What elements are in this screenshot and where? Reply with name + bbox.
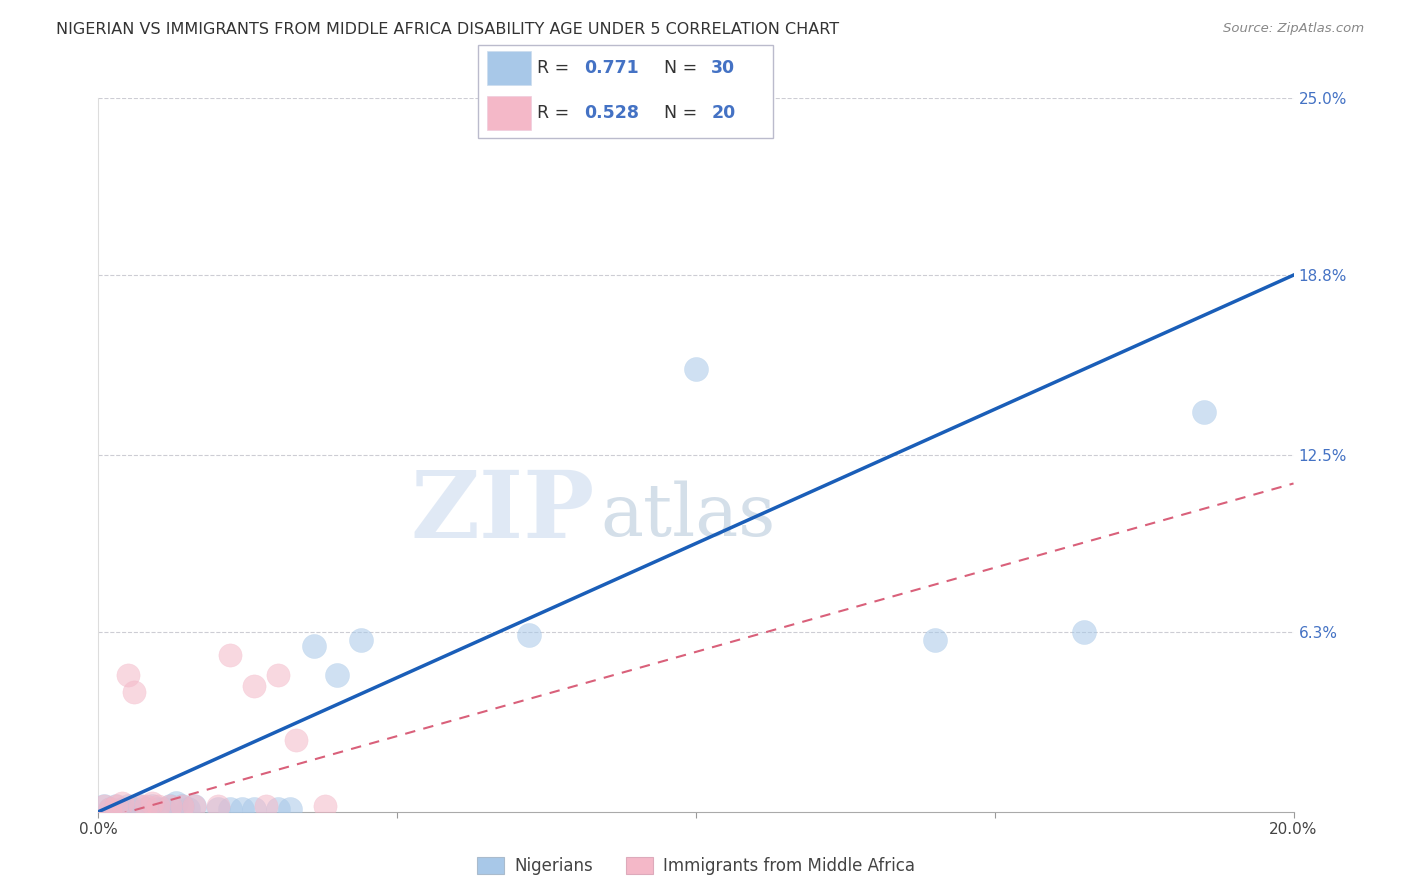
Point — [93, 799, 115, 814]
Point — [159, 799, 181, 814]
Point — [326, 667, 349, 681]
Point — [278, 802, 301, 816]
Point — [254, 799, 277, 814]
Point — [141, 799, 163, 814]
Point — [207, 802, 229, 816]
Point — [284, 733, 307, 747]
Point — [117, 667, 139, 681]
Text: N =: N = — [664, 60, 703, 78]
Point — [924, 633, 946, 648]
FancyBboxPatch shape — [478, 45, 773, 138]
Point — [105, 799, 128, 814]
Text: NIGERIAN VS IMMIGRANTS FROM MIDDLE AFRICA DISABILITY AGE UNDER 5 CORRELATION CHA: NIGERIAN VS IMMIGRANTS FROM MIDDLE AFRIC… — [56, 22, 839, 37]
Text: ZIP: ZIP — [411, 467, 595, 557]
Text: N =: N = — [664, 103, 703, 121]
Point — [111, 802, 134, 816]
Text: atlas: atlas — [600, 480, 776, 551]
Y-axis label: Disability Age Under 5: Disability Age Under 5 — [0, 369, 7, 541]
Point — [315, 799, 337, 814]
FancyBboxPatch shape — [486, 51, 531, 85]
Text: 30: 30 — [711, 60, 735, 78]
Point — [517, 628, 540, 642]
Legend: Nigerians, Immigrants from Middle Africa: Nigerians, Immigrants from Middle Africa — [471, 850, 921, 882]
Point — [219, 802, 242, 816]
Point — [267, 802, 290, 816]
Point — [685, 362, 707, 376]
Text: R =: R = — [537, 60, 575, 78]
Point — [124, 802, 146, 816]
Point — [148, 802, 170, 816]
FancyBboxPatch shape — [486, 96, 531, 130]
Point — [172, 799, 194, 814]
Point — [129, 799, 152, 814]
Point — [159, 799, 181, 814]
Point — [141, 796, 163, 810]
Point — [243, 679, 266, 693]
Point — [117, 799, 139, 814]
Point — [124, 685, 146, 699]
Point — [231, 802, 253, 816]
Point — [177, 802, 200, 816]
Text: 0.771: 0.771 — [585, 60, 640, 78]
Point — [93, 799, 115, 814]
Point — [350, 633, 373, 648]
Point — [165, 796, 187, 810]
Point — [1073, 624, 1095, 639]
Text: Source: ZipAtlas.com: Source: ZipAtlas.com — [1223, 22, 1364, 36]
Point — [243, 802, 266, 816]
Point — [302, 639, 325, 653]
Point — [105, 799, 128, 814]
Point — [111, 796, 134, 810]
Point — [148, 799, 170, 814]
Point — [135, 802, 157, 816]
Point — [129, 799, 152, 814]
Text: 20: 20 — [711, 103, 735, 121]
Point — [100, 802, 122, 816]
Point — [1192, 405, 1215, 419]
Point — [219, 648, 242, 662]
Point — [153, 802, 176, 816]
Point — [183, 799, 205, 814]
Point — [207, 799, 229, 814]
Point — [267, 667, 290, 681]
Point — [172, 799, 194, 814]
Point — [183, 799, 205, 814]
Point — [100, 802, 122, 816]
Text: 0.528: 0.528 — [585, 103, 640, 121]
Point — [135, 799, 157, 814]
Text: R =: R = — [537, 103, 575, 121]
